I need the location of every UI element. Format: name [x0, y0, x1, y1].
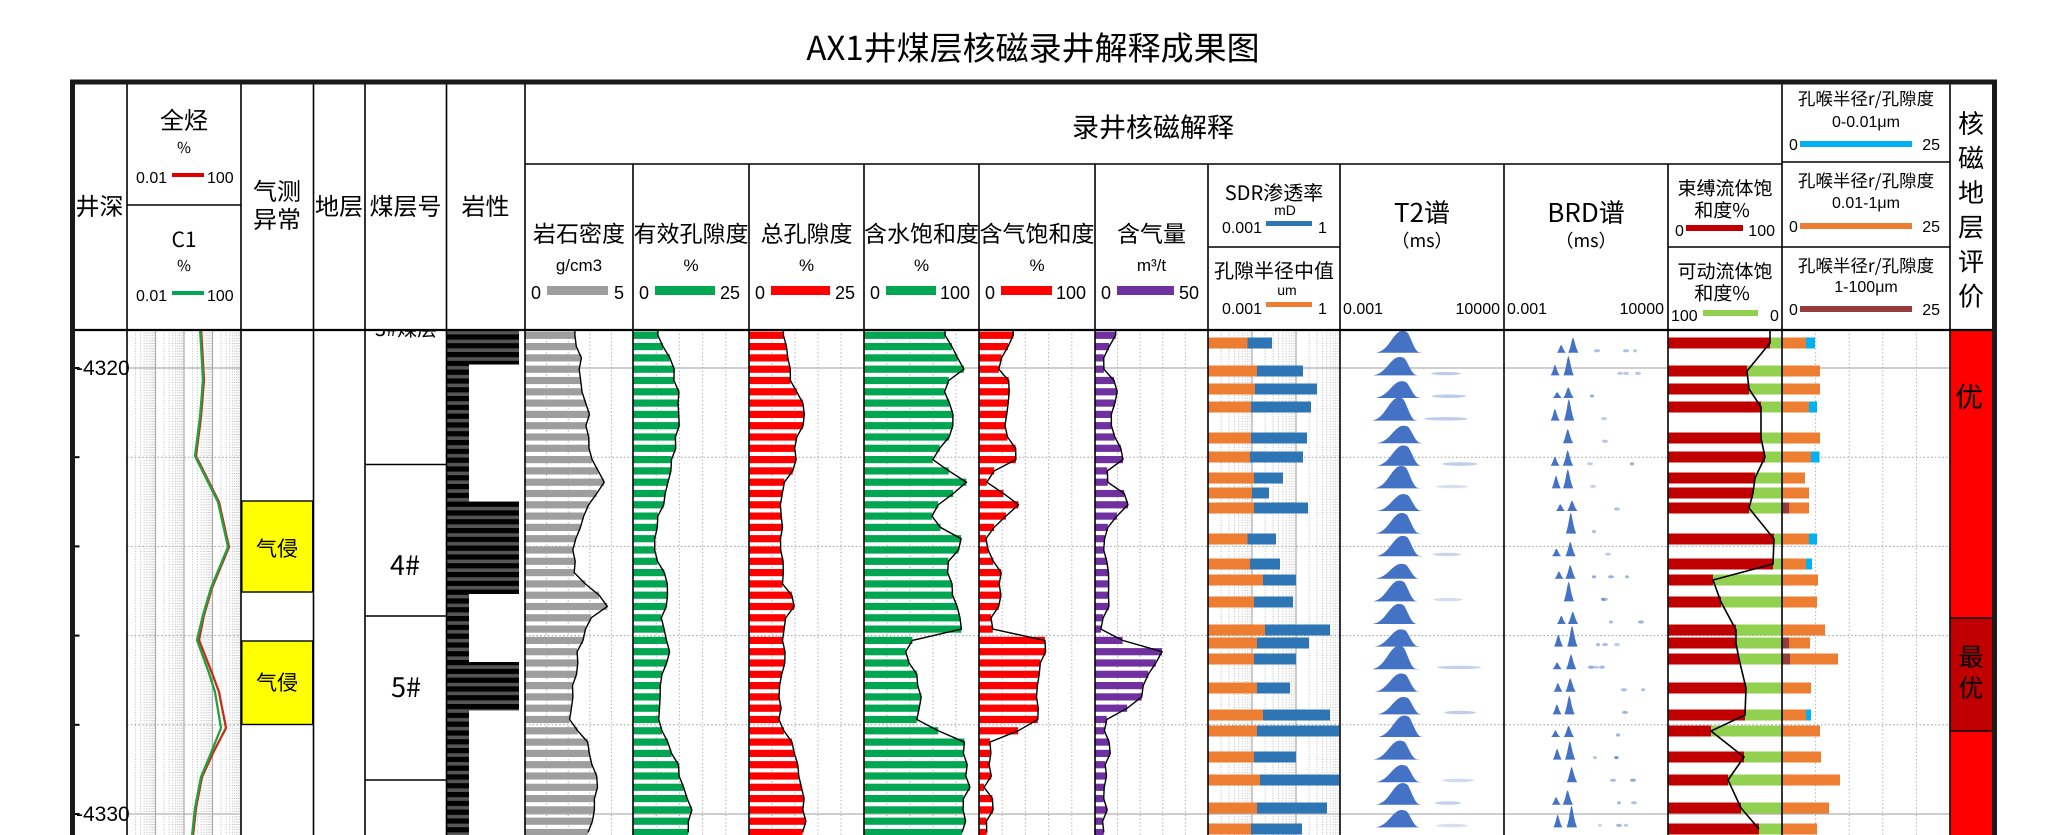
svg-text:0: 0 [1101, 283, 1111, 303]
svg-text:0-0.01μm: 0-0.01μm [1832, 114, 1900, 131]
svg-text:-4320: -4320 [76, 357, 130, 380]
svg-text:0: 0 [1770, 308, 1779, 325]
svg-text:0.01-1μm: 0.01-1μm [1832, 195, 1900, 212]
svg-text:m³/t: m³/t [1137, 256, 1167, 275]
svg-text:25: 25 [1922, 219, 1940, 236]
svg-text:100: 100 [940, 283, 970, 303]
svg-text:mD: mD [1274, 202, 1296, 218]
svg-text:0: 0 [639, 283, 649, 303]
svg-text:0.01: 0.01 [136, 170, 167, 187]
svg-text:25: 25 [720, 283, 740, 303]
svg-text:0: 0 [985, 283, 995, 303]
svg-text:0.001: 0.001 [1507, 301, 1547, 318]
svg-text:25: 25 [1922, 137, 1940, 154]
svg-text:0: 0 [1675, 223, 1684, 240]
svg-text:1-100μm: 1-100μm [1834, 279, 1897, 296]
svg-text:0: 0 [755, 283, 765, 303]
svg-text:-4330: -4330 [76, 803, 130, 826]
svg-text:100: 100 [207, 170, 234, 187]
svg-text:50: 50 [1179, 283, 1199, 303]
svg-text:100: 100 [1056, 283, 1086, 303]
svg-text:%: % [799, 256, 814, 275]
svg-text:100: 100 [1748, 223, 1775, 240]
svg-text:0: 0 [531, 283, 541, 303]
svg-text:0.001: 0.001 [1222, 301, 1262, 318]
svg-text:%: % [683, 256, 698, 275]
svg-text:100: 100 [207, 288, 234, 305]
svg-text:0.001: 0.001 [1222, 220, 1262, 237]
svg-text:0: 0 [1789, 302, 1798, 319]
svg-text:0.01: 0.01 [136, 288, 167, 305]
svg-text:%: % [914, 256, 929, 275]
svg-text:0: 0 [870, 283, 880, 303]
svg-text:0: 0 [1789, 137, 1798, 154]
svg-text:25: 25 [835, 283, 855, 303]
svg-text:25: 25 [1922, 302, 1940, 319]
svg-text:10000: 10000 [1620, 301, 1665, 318]
svg-text:0.001: 0.001 [1343, 301, 1383, 318]
svg-text:10000: 10000 [1456, 301, 1501, 318]
svg-text:%: % [1029, 256, 1044, 275]
svg-text:g/cm3: g/cm3 [556, 256, 602, 275]
svg-text:0: 0 [1789, 219, 1798, 236]
svg-text:um: um [1277, 282, 1296, 298]
svg-text:1: 1 [1318, 220, 1327, 237]
svg-text:100: 100 [1671, 308, 1698, 325]
svg-text:5: 5 [614, 283, 624, 303]
svg-text:1: 1 [1318, 301, 1327, 318]
